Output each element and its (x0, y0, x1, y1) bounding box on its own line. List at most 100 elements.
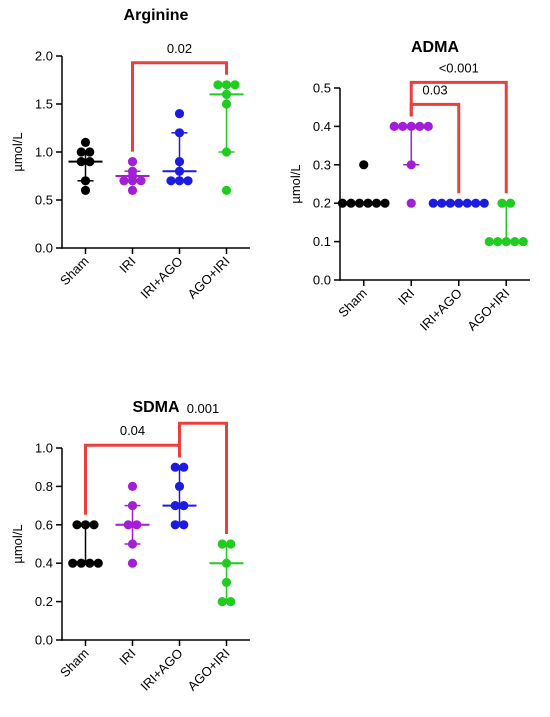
data-point (93, 558, 103, 568)
data-point (505, 198, 516, 208)
data-point (406, 160, 416, 170)
data-point (213, 80, 223, 90)
y-tick-label: 2.0 (35, 49, 53, 64)
data-point (230, 80, 240, 90)
significance-label: 0.03 (422, 82, 447, 97)
y-tick-label: 0.2 (313, 196, 331, 211)
x-tick-label: Sham (57, 254, 92, 289)
x-tick-label: IRI+AGO (137, 254, 185, 302)
y-tick-label: 1.0 (35, 145, 53, 160)
x-tick-label: IRI (395, 286, 417, 308)
y-axis-label: µmol/L (10, 132, 25, 171)
data-point (415, 121, 425, 131)
data-point (166, 176, 176, 186)
data-point (479, 198, 489, 208)
data-point (85, 147, 95, 157)
data-point (127, 185, 138, 195)
data-point (221, 147, 232, 157)
data-point (398, 121, 408, 131)
data-point (389, 121, 399, 131)
data-point (80, 176, 91, 186)
data-point (136, 176, 146, 186)
data-point (76, 558, 86, 568)
data-point (428, 198, 438, 208)
data-point (221, 558, 232, 568)
data-point (406, 121, 416, 131)
data-point (445, 198, 455, 208)
x-tick-label: AGO+IRI (464, 286, 512, 334)
x-tick-label: IRI+AGO (417, 286, 465, 334)
data-point (170, 462, 180, 472)
data-point (437, 198, 447, 208)
data-point (221, 80, 232, 90)
significance-label: 0.001 (187, 401, 220, 416)
chart-title: Arginine (124, 7, 189, 24)
data-point (127, 157, 138, 167)
data-point (123, 520, 133, 530)
y-tick-label: 0.6 (35, 517, 53, 532)
x-tick-label: IRI+AGO (137, 646, 185, 694)
y-tick-label: 0.3 (313, 157, 331, 172)
data-point (354, 198, 365, 208)
data-point (174, 128, 185, 138)
data-point (462, 198, 472, 208)
data-point (217, 539, 227, 549)
x-tick-label: IRI (116, 646, 138, 668)
data-point (179, 501, 189, 511)
chart-title: SDMA (132, 399, 180, 416)
data-point (119, 176, 129, 186)
data-point (127, 501, 138, 511)
data-point (346, 198, 356, 208)
data-point (497, 198, 507, 208)
y-tick-label: 0.1 (313, 234, 331, 249)
data-point (217, 597, 227, 607)
significance-label: <0.001 (439, 60, 479, 75)
y-tick-label: 1.0 (35, 441, 53, 456)
x-tick-label: Sham (335, 286, 370, 321)
data-point (501, 237, 511, 247)
y-tick-label: 0.8 (35, 479, 53, 494)
y-tick-label: 0.0 (35, 633, 53, 648)
data-point (174, 109, 185, 119)
data-point (85, 558, 95, 568)
y-tick-label: 0.5 (313, 81, 331, 96)
data-point (76, 147, 86, 157)
data-point (174, 176, 185, 186)
y-tick-label: 0.5 (35, 193, 53, 208)
data-point (127, 176, 138, 186)
data-point (406, 198, 416, 208)
data-point (72, 520, 82, 530)
data-point (179, 520, 189, 530)
data-point (174, 481, 185, 491)
data-point (89, 520, 99, 530)
data-point (484, 237, 494, 247)
data-point (221, 185, 232, 195)
significance-label: 0.02 (167, 41, 192, 56)
data-point (80, 137, 91, 147)
y-axis-label: µmol/L (288, 164, 303, 203)
data-point (363, 198, 373, 208)
data-point (221, 99, 232, 109)
data-point (127, 481, 138, 491)
data-point (493, 237, 503, 247)
data-point (170, 520, 180, 530)
data-point (127, 539, 138, 549)
data-point (423, 121, 433, 131)
significance-bracket (178, 421, 228, 534)
y-tick-label: 0.4 (35, 556, 53, 571)
data-point (174, 166, 185, 176)
data-point (80, 520, 91, 530)
data-point (76, 157, 86, 167)
y-axis-label: µmol/L (10, 524, 25, 563)
significance-bracket (409, 80, 508, 194)
y-tick-label: 0.0 (35, 241, 53, 256)
y-tick-label: 0.4 (313, 119, 331, 134)
significance-bracket (409, 102, 461, 194)
data-point (221, 577, 232, 588)
data-point (85, 157, 95, 167)
y-tick-label: 1.5 (35, 97, 53, 112)
chart-title: ADMA (411, 39, 459, 56)
data-point (132, 520, 142, 530)
data-point (226, 539, 236, 549)
